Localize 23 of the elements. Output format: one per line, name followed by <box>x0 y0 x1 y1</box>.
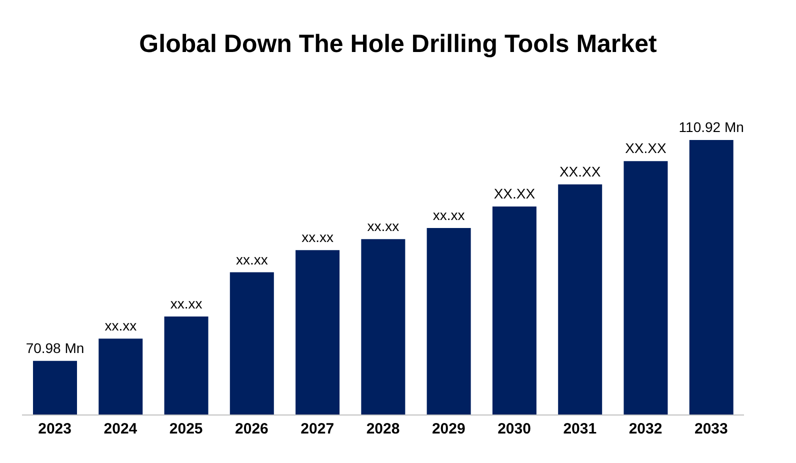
x-tick-label: 2032 <box>628 420 662 438</box>
data-label: xx.xx <box>432 207 465 224</box>
data-label: 110.92 Mn <box>678 119 744 135</box>
data-label: xx.xx <box>367 218 400 234</box>
x-tick-label: 2025 <box>169 420 203 438</box>
x-tick-label: 2024 <box>104 420 138 438</box>
x-tick-label: 2028 <box>366 420 400 438</box>
x-tick-label: 2026 <box>235 420 268 438</box>
x-tick-label: 2029 <box>432 420 466 438</box>
data-label: XX.XX <box>559 163 602 180</box>
data-label: XX.XX <box>494 185 536 202</box>
data-label: xx.xx <box>302 229 334 246</box>
x-tick-label: 2033 <box>694 420 728 438</box>
x-tick-label: 2031 <box>563 420 597 438</box>
chart-title: Global Down The Hole Drilling Tools Market <box>138 30 658 59</box>
data-label: xx.xx <box>236 251 268 268</box>
data-label: xx.xx <box>104 318 137 334</box>
data-label: xx.xx <box>170 296 202 312</box>
x-tick-label: 2023 <box>38 420 72 438</box>
x-tick-label: 2027 <box>300 420 334 438</box>
data-label: XX.XX <box>625 140 668 156</box>
data-label: 70.98 Mn <box>26 340 84 356</box>
x-tick-label: 2030 <box>498 420 531 438</box>
